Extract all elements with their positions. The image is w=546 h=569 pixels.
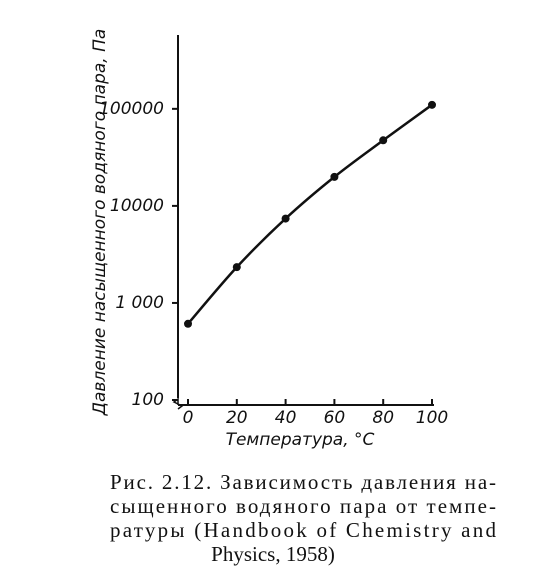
x-tick-label: 60	[324, 408, 346, 428]
caption-line: сыщенного водяного пара от темпе-	[110, 494, 496, 518]
x-tick-label: 0	[183, 408, 194, 428]
point	[184, 319, 192, 328]
point	[379, 136, 388, 145]
caption-line: Physics, 1958)	[211, 542, 335, 566]
point	[428, 100, 436, 109]
caption-line: ратуры (Handbook of Chemistry and	[110, 518, 497, 542]
point	[232, 263, 241, 272]
point	[281, 214, 290, 223]
y-tick-label: 100000	[99, 99, 164, 119]
x-tick-label: 20	[226, 408, 248, 428]
x-tick-label: 80	[372, 408, 394, 428]
y-tick-label: 10000	[110, 196, 164, 216]
x-axis-label: Температура, °С	[226, 430, 375, 450]
curve	[187, 103, 433, 325]
y-tick-label: 1 000	[115, 293, 164, 313]
x-tick-label: 100	[416, 408, 448, 428]
point	[330, 172, 339, 181]
x-tick-label: 40	[275, 408, 297, 428]
y-tick-label: 100	[132, 390, 164, 410]
y-axis-label: Давление насыщенного водяного пара, Па	[90, 29, 110, 417]
caption-line: Рис. 2.12. Зависимость давления на-	[110, 470, 496, 494]
